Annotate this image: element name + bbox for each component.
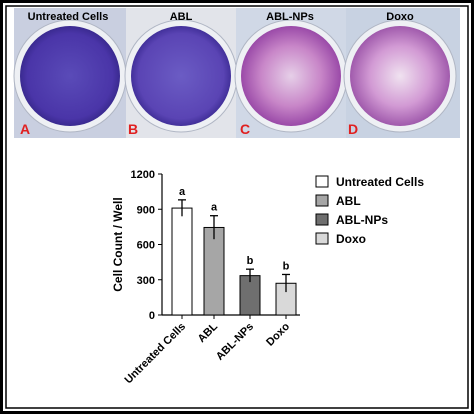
panel-label: ABL-NPs xyxy=(266,11,314,23)
legend-label: Doxo xyxy=(336,232,366,246)
panel-label: Untreated Cells xyxy=(28,11,109,23)
significance-label: b xyxy=(283,260,290,272)
legend-swatch xyxy=(315,213,329,226)
panel-letter: D xyxy=(348,121,358,137)
legend-swatch xyxy=(315,232,329,245)
photo-panel: Untreated Cells ABL ABL-NPs Doxo A B C D xyxy=(13,8,460,138)
legend-swatch xyxy=(315,175,329,188)
panel-label: Doxo xyxy=(386,11,414,23)
legend-label: ABL xyxy=(336,194,361,208)
significance-label: a xyxy=(179,186,186,198)
bar xyxy=(203,226,225,316)
panel-label: ABL xyxy=(170,11,193,23)
significance-label: b xyxy=(247,255,254,267)
y-axis-label: Cell Count / Well xyxy=(111,197,125,291)
panel-letter: B xyxy=(128,121,138,137)
well xyxy=(20,26,120,126)
significance-label: a xyxy=(211,202,218,214)
frame-inner xyxy=(5,5,469,409)
bar xyxy=(171,207,193,316)
legend-swatch xyxy=(315,194,329,207)
legend-label: ABL-NPs xyxy=(336,213,388,227)
y-tick-label: 600 xyxy=(137,240,155,252)
y-tick-label: 900 xyxy=(137,204,155,216)
well xyxy=(350,26,450,126)
y-tick-label: 0 xyxy=(149,310,155,322)
panel-letter: A xyxy=(20,121,30,137)
y-tick-label: 1200 xyxy=(131,169,155,181)
panel-letter: C xyxy=(240,121,250,137)
y-tick-label: 300 xyxy=(137,275,155,287)
well xyxy=(131,26,231,126)
well xyxy=(241,26,341,126)
legend-label: Untreated Cells xyxy=(336,175,424,189)
